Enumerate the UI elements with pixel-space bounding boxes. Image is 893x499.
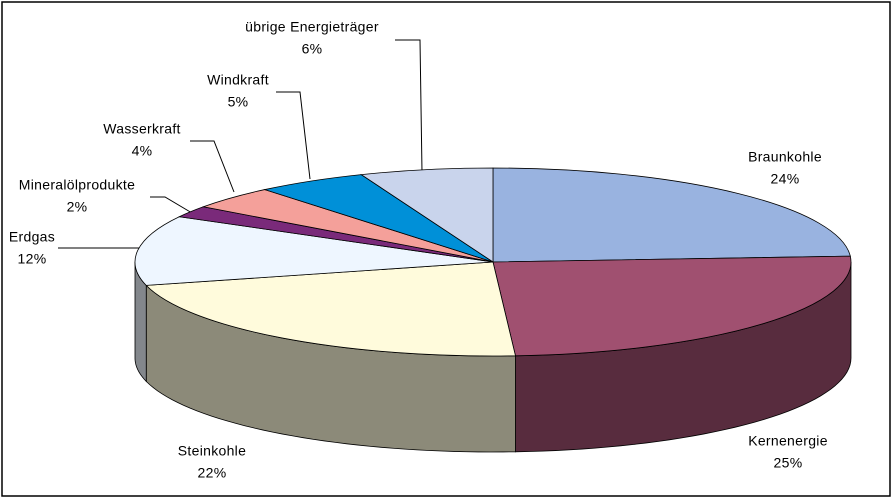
slice-value-label: 12% — [18, 251, 47, 267]
slice-label: Braunkohle — [748, 149, 822, 165]
slice-label: Steinkohle — [178, 443, 246, 459]
slice-value-label: 25% — [774, 455, 803, 471]
slice-value-label: 6% — [302, 41, 323, 57]
slice-label: Erdgas — [9, 229, 55, 245]
leader-line — [150, 196, 193, 214]
leader-line — [395, 39, 423, 173]
slice-label: übrige Energieträger — [245, 19, 379, 35]
slice-value-label: 4% — [132, 143, 153, 159]
leader-line — [276, 91, 311, 180]
slice-label: Mineralölprodukte — [19, 177, 135, 193]
slice-label: Wasserkraft — [103, 121, 180, 137]
slice-value-label: 24% — [771, 171, 800, 187]
slice — [492, 167, 851, 263]
slice — [134, 216, 494, 286]
slice — [360, 167, 494, 263]
slice — [145, 261, 516, 357]
leader-lines — [58, 39, 423, 249]
slice-label: Kernenergie — [748, 433, 828, 449]
slice-value-label: 5% — [228, 94, 249, 110]
slice — [492, 255, 852, 357]
pie-tops — [134, 167, 852, 357]
slice-value-label: 2% — [67, 199, 88, 215]
slice-value-label: 22% — [198, 465, 227, 481]
slice-label: Windkraft — [207, 72, 269, 88]
leader-line — [190, 140, 235, 193]
